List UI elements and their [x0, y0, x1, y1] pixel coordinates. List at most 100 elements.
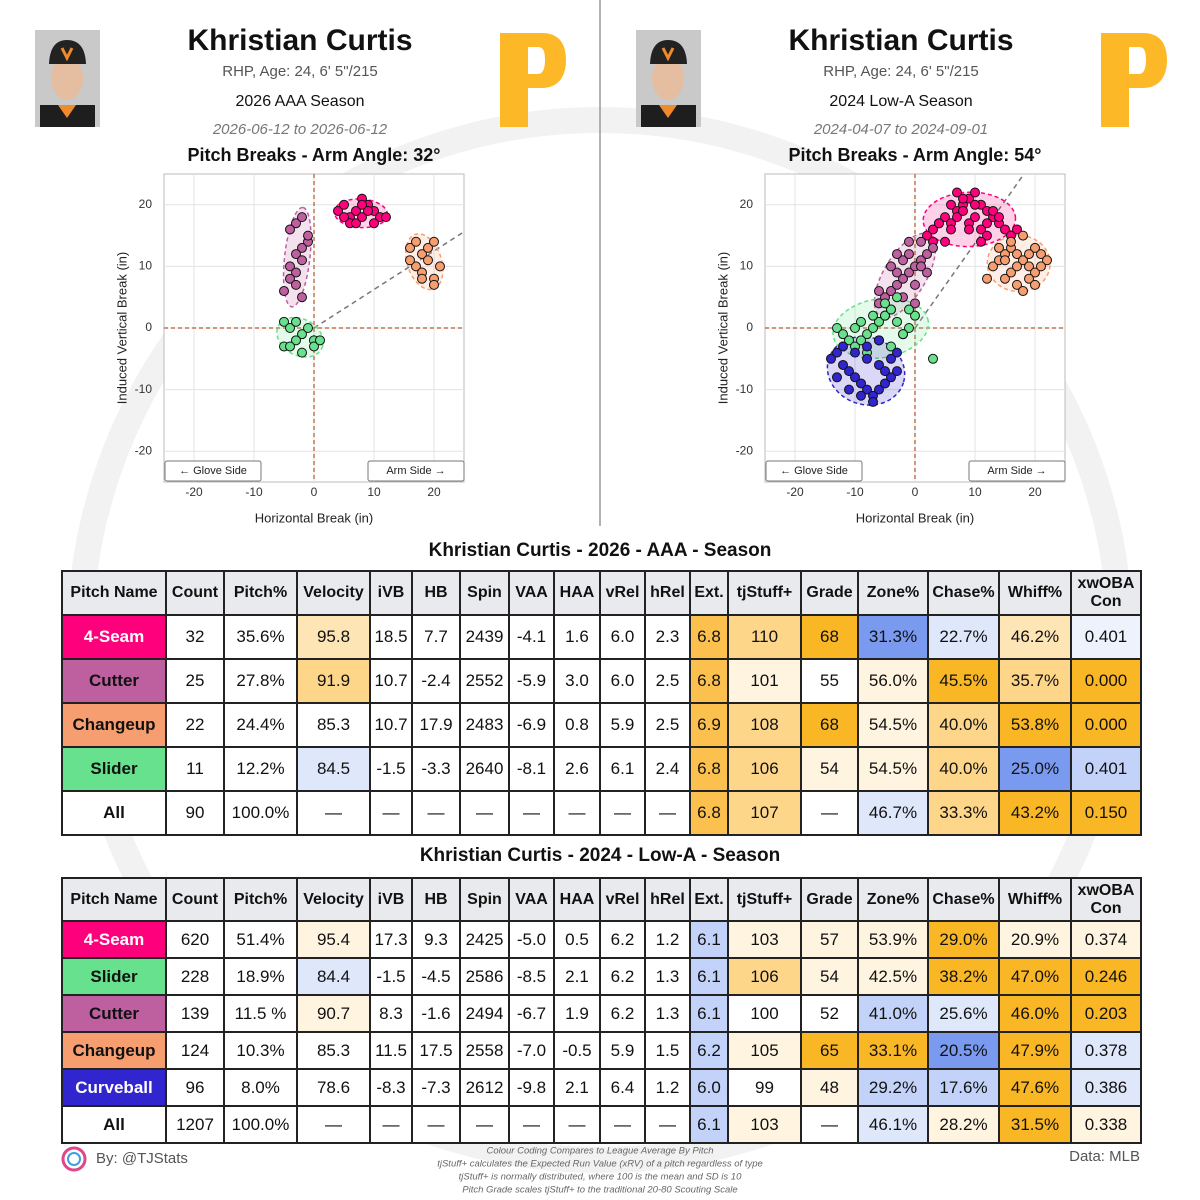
pitch-point: [291, 218, 301, 229]
pitch-point: [423, 255, 433, 266]
table-cell: 9.3: [411, 920, 461, 959]
pitch-point: [856, 335, 866, 346]
table-cell: 100.0%: [223, 790, 298, 836]
pitch-point: [351, 218, 361, 229]
table-cell: 10.7: [369, 658, 413, 704]
date-range: 2024-04-07 to 2024-09-01: [813, 121, 988, 138]
column-header: xwOBA Con: [1070, 570, 1142, 616]
table-cell: 22.7%: [927, 614, 1000, 660]
table-cell: -1.5: [369, 746, 413, 792]
table-cell: 6.8: [689, 746, 729, 792]
pitch-point: [874, 359, 884, 370]
table-cell: —: [644, 790, 691, 836]
table-cell: 5.9: [599, 702, 646, 748]
table-cell: —: [800, 790, 859, 836]
y-tick-label: -10: [135, 382, 153, 396]
pitch-point: [898, 329, 908, 340]
table-cell: -2.4: [411, 658, 461, 704]
pitch-point: [297, 242, 307, 253]
y-tick-label: 0: [145, 320, 152, 334]
table-cell: 6.1: [599, 746, 646, 792]
pitch-point: [940, 236, 950, 247]
pitch-point: [1024, 273, 1034, 284]
pitch-point: [1018, 230, 1028, 241]
pitch-point: [417, 273, 427, 284]
pitch-point: [333, 205, 343, 216]
table-cell: 35.7%: [998, 658, 1072, 704]
table-cell: 1.9: [553, 994, 601, 1033]
footnote: tjStuff+ calculates the Expected Run Val…: [437, 1159, 763, 1170]
table-cell: 6.1: [689, 994, 729, 1033]
pitch-point: [838, 359, 848, 370]
pitch-point: [880, 298, 890, 309]
pitch-point: [297, 329, 307, 340]
pitch-point: [994, 212, 1004, 223]
table-cell: —: [553, 1105, 601, 1144]
table-cell: 8.0%: [223, 1068, 298, 1107]
pitch-point: [886, 372, 896, 383]
column-header: iVB: [369, 877, 413, 922]
column-header: hRel: [644, 877, 691, 922]
pitch-point: [285, 261, 295, 272]
pitch-point: [862, 329, 872, 340]
table-cell: 6.8: [689, 790, 729, 836]
headshot: [636, 30, 701, 127]
pitch-point: [423, 242, 433, 253]
pitch-point: [1012, 224, 1022, 235]
table-cell: 57: [800, 920, 859, 959]
column-header: VAA: [508, 570, 555, 616]
pitch-point: [982, 230, 992, 241]
table-cell: 68: [800, 702, 859, 748]
table-cell: 2.4: [644, 746, 691, 792]
table-cell: 1.6: [553, 614, 601, 660]
table-cell: 2.1: [553, 957, 601, 996]
team-logo: [500, 33, 566, 127]
table-cell: 1.2: [644, 920, 691, 959]
table-cell: —: [553, 790, 601, 836]
table-cell: 1.2: [644, 1068, 691, 1107]
pitch-point: [898, 273, 908, 284]
table-cell: 20.9%: [998, 920, 1072, 959]
pitch-point: [928, 224, 938, 235]
pitch-point: [339, 212, 349, 223]
pitch-point: [874, 316, 884, 327]
table-cell: 6.4: [599, 1068, 646, 1107]
table-cell: 54.5%: [857, 702, 929, 748]
table-cell: 95.4: [296, 920, 371, 959]
stats-table: Pitch Name Count Pitch% Velocity iVB HB Spin VA…: [61, 570, 1142, 836]
pitch-point: [892, 366, 902, 377]
table-cell: 43.2%: [998, 790, 1072, 836]
pitch-name: Curveball: [61, 1068, 167, 1107]
pitch-point: [1006, 236, 1016, 247]
pitch-point: [826, 353, 836, 364]
table-cell: -6.7: [508, 994, 555, 1033]
table-cell: 6.1: [689, 920, 729, 959]
table-cell: 2483: [459, 702, 510, 748]
table-cell: 33.1%: [857, 1031, 929, 1070]
pitch-point: [1030, 267, 1040, 278]
table-cell: 0.5: [553, 920, 601, 959]
column-header: HB: [411, 877, 461, 922]
table-cell: 0.386: [1070, 1068, 1142, 1107]
pitch-point: [1030, 279, 1040, 290]
header-row: Pitch Name Count Pitch% Velocity iVB HB Spin VA…: [61, 877, 1142, 922]
y-tick-label: 0: [746, 320, 753, 334]
pitch-name: Slider: [61, 746, 167, 792]
pitch-point: [285, 323, 295, 333]
x-tick-label: -20: [185, 485, 203, 499]
pitch-point: [856, 378, 866, 389]
table-cell: 56.0%: [857, 658, 929, 704]
pitch-point: [363, 205, 373, 216]
annotation: Arm Side →: [987, 465, 1046, 477]
annotation: ← Glove Side: [179, 465, 247, 477]
pitch-point: [411, 261, 421, 272]
x-tick-label: 20: [1028, 485, 1042, 499]
table-cell: 90: [165, 790, 225, 836]
pitch-point: [946, 224, 956, 235]
pitch-point: [339, 199, 349, 210]
pitch-point: [1012, 249, 1022, 260]
pitch-point: [309, 341, 319, 352]
pitch-name: Changeup: [61, 702, 167, 748]
header-row: Pitch Name Count Pitch% Velocity iVB HB Spin VA…: [61, 570, 1142, 616]
